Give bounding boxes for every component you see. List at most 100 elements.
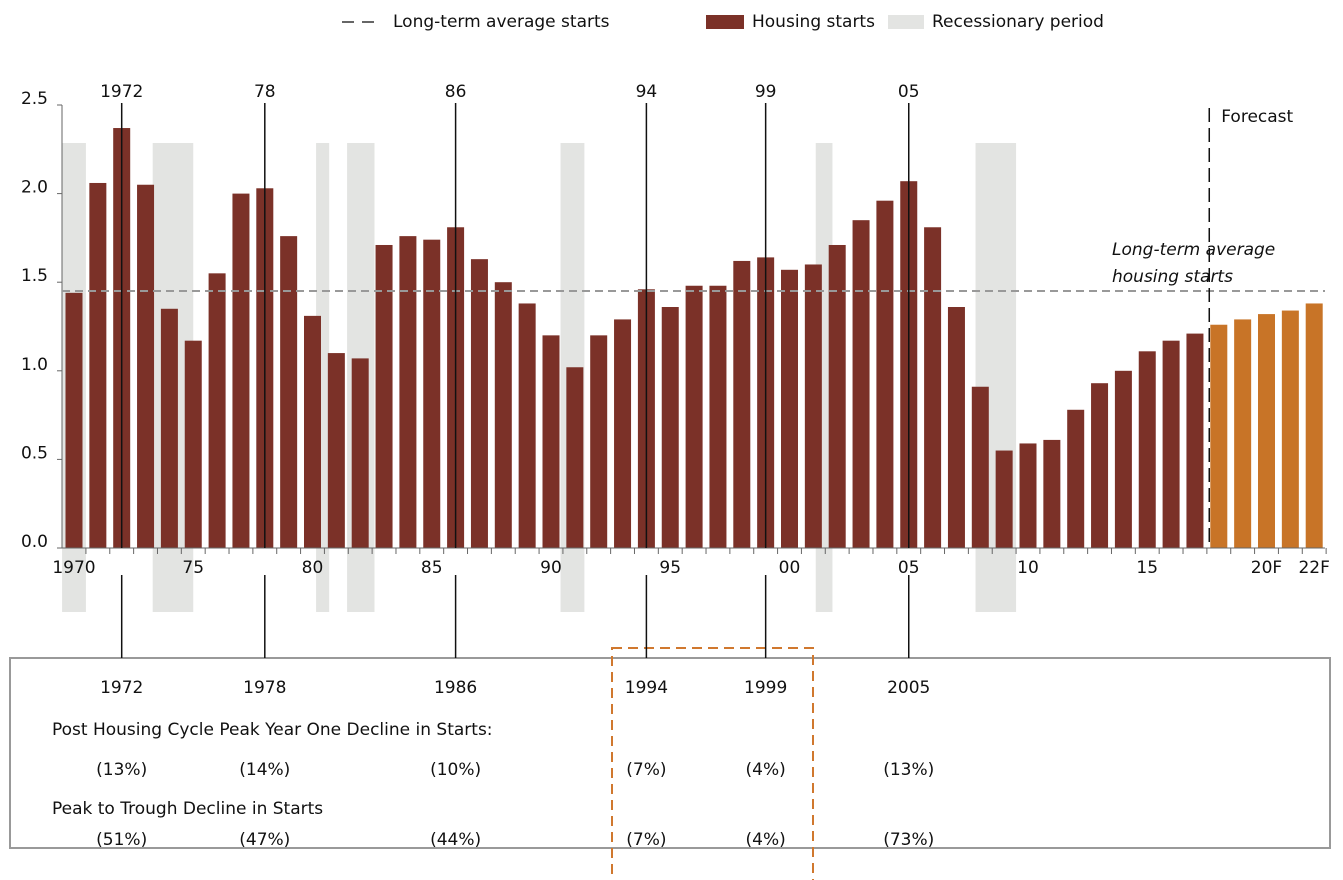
- bar: [1305, 303, 1323, 548]
- bar: [327, 353, 345, 548]
- table-cell: (47%): [239, 830, 290, 850]
- bar: [1234, 319, 1252, 548]
- bar: [184, 340, 202, 548]
- bar: [781, 269, 798, 548]
- bar: [232, 193, 250, 548]
- bar: [590, 335, 608, 548]
- bar: [280, 236, 298, 549]
- bar: [494, 282, 512, 548]
- forecast-label: Forecast: [1221, 107, 1293, 127]
- table-cell: (14%): [239, 760, 290, 780]
- bar: [1067, 409, 1085, 548]
- table-cell: (7%): [626, 830, 666, 850]
- bar: [470, 259, 488, 548]
- table-cell: (13%): [96, 760, 147, 780]
- peak-label: 94: [636, 82, 658, 102]
- bar: [65, 292, 83, 548]
- bar: [947, 307, 965, 548]
- bar: [685, 285, 703, 548]
- y-tick-label: 2.5: [21, 89, 48, 109]
- table-column-header: 1986: [434, 678, 477, 698]
- y-tick-label: 0.0: [21, 532, 48, 552]
- x-tick-label: 20F: [1251, 558, 1282, 578]
- legend-label: Recessionary period: [932, 12, 1104, 32]
- x-tick-label: 90: [540, 558, 562, 578]
- bar: [1019, 443, 1037, 548]
- bar: [566, 367, 584, 548]
- bar: [423, 239, 441, 548]
- bar: [89, 182, 107, 548]
- bar: [1281, 310, 1299, 548]
- x-tick-label: 1970: [52, 558, 95, 578]
- bar: [375, 244, 393, 548]
- table-cell: (4%): [746, 830, 786, 850]
- x-tick-label: 95: [659, 558, 681, 578]
- table-cell: (7%): [626, 760, 666, 780]
- bar: [733, 260, 751, 548]
- peak-label: 99: [755, 82, 777, 102]
- x-tick-label: 75: [182, 558, 204, 578]
- bar: [137, 184, 155, 549]
- bar: [1043, 439, 1061, 548]
- x-tick-label: 05: [898, 558, 920, 578]
- bar: [709, 285, 727, 548]
- table-column-header: 2005: [887, 678, 930, 698]
- table-cell: (10%): [430, 760, 481, 780]
- x-tick-label: 80: [302, 558, 324, 578]
- bar: [1210, 324, 1228, 548]
- table-column-header: 1972: [100, 678, 143, 698]
- highlight-box: [611, 647, 814, 880]
- bar: [614, 319, 632, 548]
- bar: [971, 386, 989, 548]
- average-annotation: Long-term average: [1112, 240, 1275, 260]
- x-tick-label: 85: [421, 558, 443, 578]
- bar: [160, 308, 178, 548]
- bar: [924, 227, 942, 548]
- table-column-header: 1994: [625, 678, 668, 698]
- legend-bar-swatch: [706, 15, 744, 29]
- bar: [804, 264, 822, 548]
- table-cell: (73%): [883, 830, 934, 850]
- legend-label: Housing starts: [752, 12, 875, 32]
- bar: [852, 220, 870, 548]
- peak-label: 1972: [100, 82, 143, 102]
- bar: [351, 358, 369, 548]
- bar: [208, 273, 226, 548]
- bar: [1138, 351, 1156, 548]
- table-row-label: Post Housing Cycle Peak Year One Decline…: [52, 720, 493, 740]
- bar: [542, 335, 560, 548]
- table-cell: (51%): [96, 830, 147, 850]
- legend-label: Long-term average starts: [393, 12, 610, 32]
- average-annotation: housing starts: [1112, 267, 1233, 287]
- bar: [399, 236, 417, 549]
- bar: [1258, 314, 1275, 548]
- bar: [1091, 383, 1109, 548]
- x-tick-label: 15: [1136, 558, 1158, 578]
- peak-label: 78: [254, 82, 276, 102]
- peak-label: 86: [445, 82, 467, 102]
- table-cell: (13%): [883, 760, 934, 780]
- x-tick-label: 00: [779, 558, 801, 578]
- bar: [1162, 340, 1180, 548]
- table-column-header: 1999: [744, 678, 787, 698]
- bar: [661, 307, 679, 548]
- table-box: [9, 657, 1331, 849]
- x-tick-label: 10: [1017, 558, 1039, 578]
- table-cell: (4%): [746, 760, 786, 780]
- y-tick-label: 1.0: [21, 355, 48, 375]
- legend-recession-swatch: [888, 15, 924, 29]
- table-column-header: 1978: [243, 678, 286, 698]
- bar: [828, 244, 846, 548]
- bar: [518, 303, 536, 548]
- x-tick-label: 22F: [1298, 558, 1329, 578]
- y-tick-label: 2.0: [21, 178, 48, 198]
- y-tick-label: 0.5: [21, 443, 48, 463]
- bar: [995, 450, 1013, 548]
- bar: [1114, 370, 1132, 548]
- peak-label: 05: [898, 82, 920, 102]
- bar: [304, 315, 321, 548]
- bar: [876, 200, 894, 549]
- y-tick-label: 1.5: [21, 266, 48, 286]
- table-row-label: Peak to Trough Decline in Starts: [52, 799, 323, 819]
